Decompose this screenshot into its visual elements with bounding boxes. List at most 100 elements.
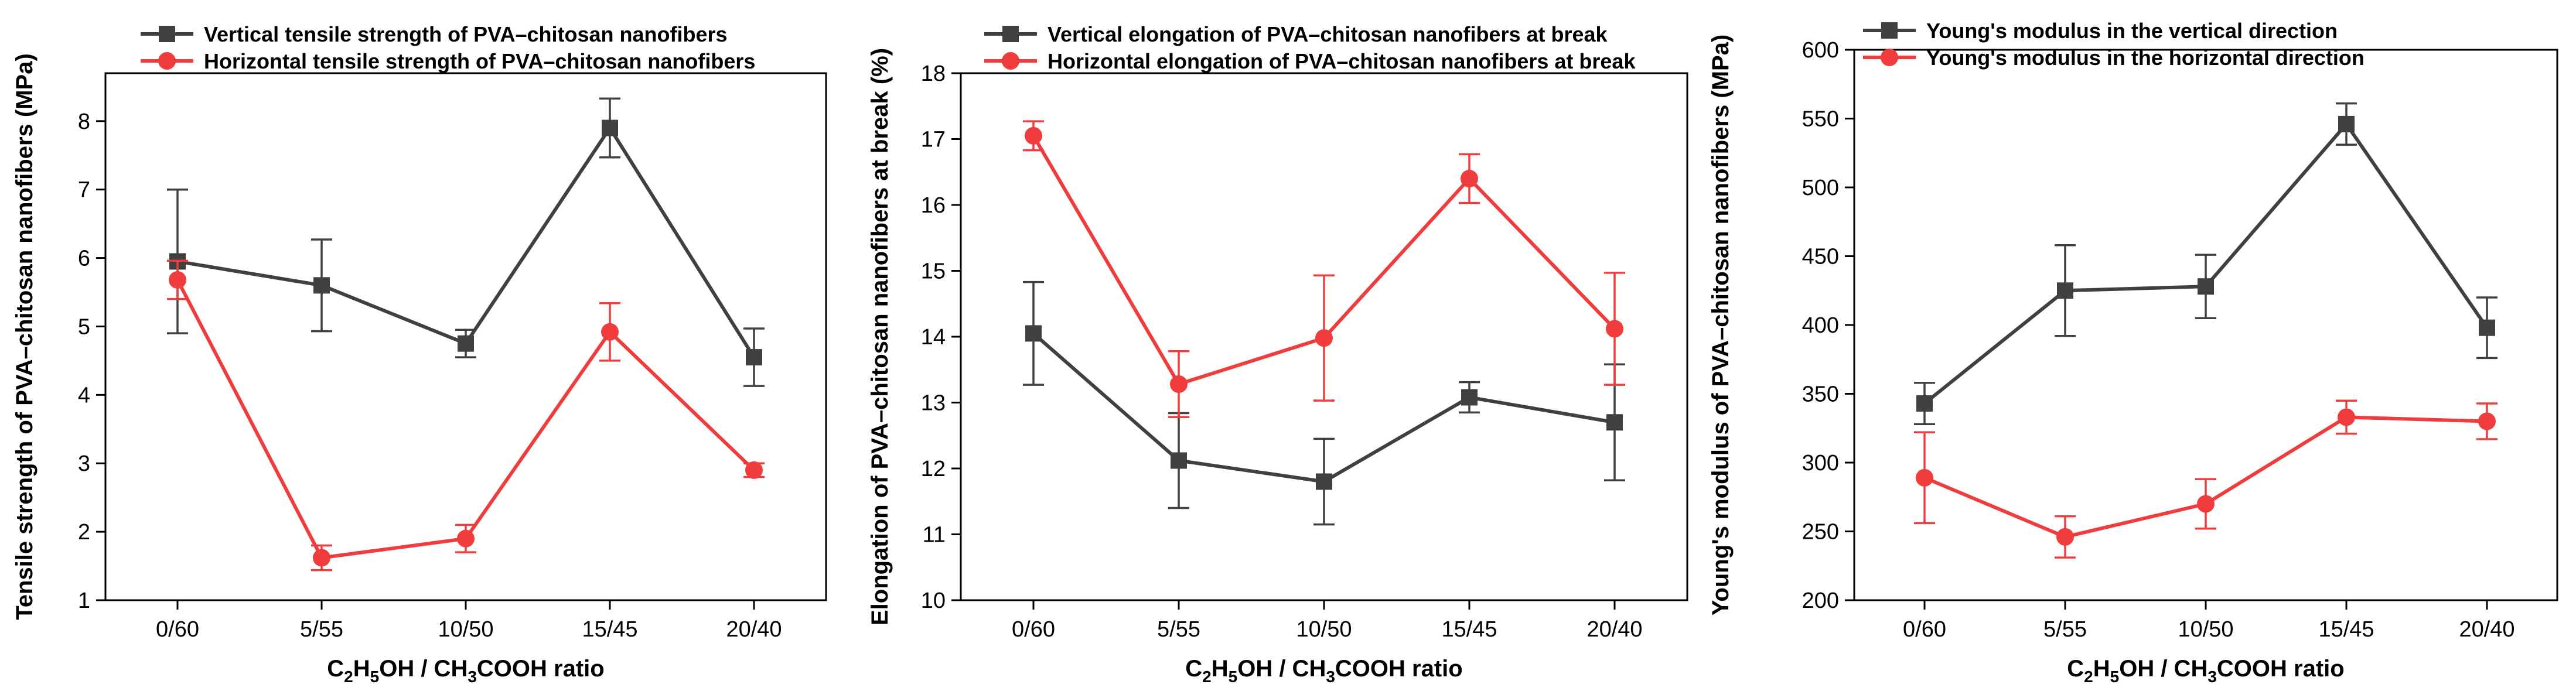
data-point — [2478, 412, 2496, 430]
legend-label: Horizontal tensile strength of PVA–chito… — [204, 49, 755, 73]
x-axis-title-subscript: 2 — [344, 668, 353, 686]
legend-label: Vertical elongation of PVA–chitosan nano… — [1048, 22, 1608, 46]
y-tick-label: 600 — [1802, 38, 1839, 63]
data-point — [601, 323, 619, 341]
x-axis-title-part: COOH ratio — [477, 656, 605, 682]
legend-marker — [1881, 22, 1898, 39]
x-tick-label: 0/60 — [156, 617, 199, 642]
x-axis-title-subscript: 5 — [2110, 668, 2120, 686]
y-tick-label: 10 — [921, 588, 946, 613]
x-axis-title-subscript: 2 — [1202, 668, 1212, 686]
y-tick-label: 450 — [1802, 245, 1839, 269]
data-point — [458, 335, 474, 352]
y-tick-label: 6 — [78, 247, 90, 271]
x-axis-title-part: COOH ratio — [1335, 656, 1463, 682]
x-axis-title-part: H — [353, 656, 370, 682]
x-axis-title: C2H5OH / CH3COOH ratio — [2067, 656, 2344, 686]
x-axis-title-subscript: 5 — [370, 668, 380, 686]
data-point — [169, 271, 186, 289]
data-point — [1461, 389, 1478, 406]
data-point — [2338, 115, 2355, 132]
data-point — [1025, 126, 1042, 145]
x-axis-title-part: H — [1212, 656, 1229, 682]
legend: Young's modulus in the vertical directio… — [1863, 19, 2365, 70]
data-point — [1171, 452, 1187, 469]
chart-panel-3: 200 250 300 350 400 450 500 550 600 0/60 5/55 10/50… — [1708, 19, 2558, 686]
data-point — [1461, 170, 1478, 187]
y-tick-label: 18 — [921, 61, 946, 86]
y-tick-label: 3 — [78, 451, 90, 476]
x-tick-label: 0/60 — [1012, 617, 1055, 642]
data-point — [1316, 473, 1332, 490]
x-axis-title: C2H5OH / CH3COOH ratio — [1185, 656, 1462, 686]
legend-label: Young's modulus in the vertical directio… — [1926, 19, 2338, 43]
series-2 — [167, 259, 765, 572]
y-tick-label: 12 — [921, 457, 946, 481]
x-tick-label: 0/60 — [1903, 617, 1946, 642]
series-2 — [1023, 120, 1625, 418]
y-tick-label: 16 — [921, 193, 946, 218]
y-tick-label: 250 — [1802, 520, 1839, 545]
y-tick-label: 13 — [921, 391, 946, 416]
x-axis-title-part: OH / CH — [1237, 656, 1326, 682]
data-point — [2198, 278, 2214, 295]
x-axis-title: C2H5OH / CH3COOH ratio — [327, 656, 604, 686]
data-point — [2479, 319, 2495, 336]
legend-marker — [158, 52, 176, 70]
legend-label: Young's modulus in the horizontal direct… — [1926, 46, 2365, 70]
x-axis-title-part: C — [1185, 656, 1202, 682]
chart-panel-2: 10 11 12 13 14 15 16 17 18 0/60 5/55 10/50 15/45 20/4… — [867, 22, 1688, 686]
series-1 — [167, 97, 765, 387]
y-tick-label: 15 — [921, 259, 946, 284]
data-point — [313, 277, 330, 294]
y-tick-label: 4 — [78, 383, 90, 408]
x-axis-title-subscript: 3 — [1326, 668, 1335, 686]
x-axis-title-subscript: 2 — [2084, 668, 2093, 686]
data-point — [1606, 320, 1623, 338]
x-tick-label: 20/40 — [1586, 617, 1642, 642]
data-point — [1916, 395, 1933, 412]
data-point — [745, 461, 763, 479]
x-axis-title-part: OH / CH — [2119, 656, 2207, 682]
legend-marker — [159, 26, 175, 42]
x-axis-title-part: C — [327, 656, 344, 682]
y-tick-label: 550 — [1802, 107, 1839, 132]
data-point — [2338, 408, 2355, 426]
x-axis-title-subscript: 5 — [1229, 668, 1238, 686]
series-2 — [1914, 399, 2497, 559]
x-tick-label: 10/50 — [2178, 617, 2233, 642]
series-line — [177, 124, 756, 358]
x-axis-title-part: COOH ratio — [2217, 656, 2345, 682]
x-axis-title-part: C — [2067, 656, 2084, 682]
data-point — [2056, 528, 2074, 546]
legend-label: Vertical tensile strength of PVA–chitosa… — [204, 22, 728, 46]
x-tick-label: 20/40 — [2459, 617, 2514, 642]
series-1 — [1023, 280, 1625, 526]
y-tick-label: 300 — [1802, 451, 1839, 475]
y-tick-label: 400 — [1802, 313, 1839, 338]
legend-marker — [1881, 49, 1898, 66]
y-tick-label: 350 — [1802, 382, 1839, 407]
y-tick-label: 500 — [1802, 176, 1839, 200]
legend-marker — [1002, 26, 1019, 42]
legend: Vertical tensile strength of PVA–chitosa… — [141, 22, 755, 73]
y-tick-label: 2 — [78, 520, 90, 545]
y-tick-label: 14 — [921, 325, 946, 350]
y-tick-label: 200 — [1802, 588, 1839, 613]
x-tick-label: 15/45 — [1441, 617, 1497, 642]
x-axis-title-part: H — [2093, 656, 2110, 682]
data-point — [602, 119, 618, 136]
y-axis-title: Elongation of PVA–chitosan nanofibers at… — [867, 48, 893, 625]
data-point — [2057, 282, 2073, 299]
y-tick-label: 17 — [921, 128, 946, 152]
legend: Vertical elongation of PVA–chitosan nano… — [984, 22, 1636, 73]
data-point — [746, 349, 762, 366]
x-tick-label: 5/55 — [2043, 617, 2087, 642]
series-line — [176, 279, 756, 560]
x-axis-title-subscript: 3 — [2207, 668, 2217, 686]
data-point — [1315, 329, 1333, 347]
y-tick-label: 5 — [78, 314, 90, 339]
x-tick-label: 5/55 — [300, 617, 343, 642]
y-tick-label: 8 — [78, 110, 90, 134]
